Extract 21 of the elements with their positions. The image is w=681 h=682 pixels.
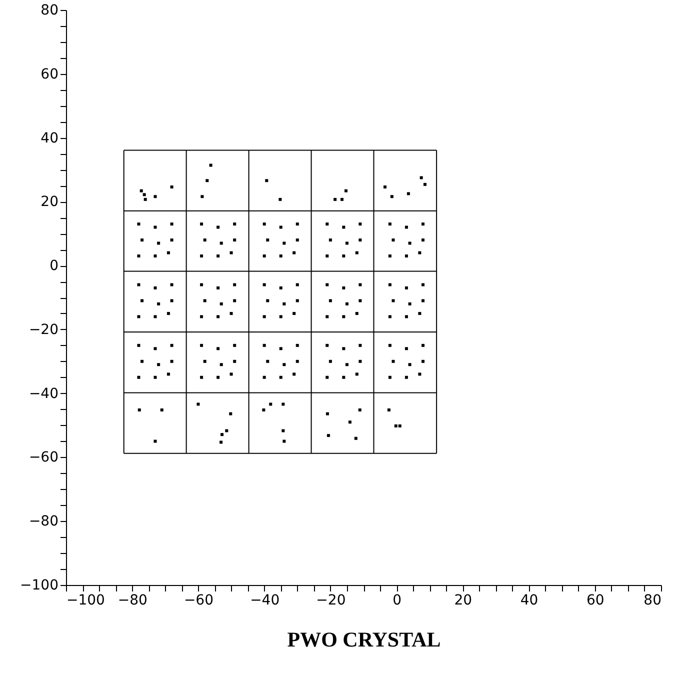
y-tick-label: 20 xyxy=(40,194,58,210)
y-tick-label: −80 xyxy=(28,514,58,530)
x-tick-label: 0 xyxy=(392,592,402,608)
x-tick-label: 20 xyxy=(454,592,472,608)
x-tick-label: 60 xyxy=(586,592,604,608)
y-tick-label: 0 xyxy=(50,258,58,274)
x-tick-label: −80 xyxy=(118,592,148,608)
y-tick-label: 80 xyxy=(40,2,58,18)
y-tick-label: 60 xyxy=(40,66,58,82)
y-tick-label: −100 xyxy=(20,578,58,594)
x-tick-label: 80 xyxy=(644,592,662,608)
x-tick-label: −20 xyxy=(316,592,346,608)
x-tick-label: −100 xyxy=(66,592,105,608)
x-tick-label: −60 xyxy=(184,592,214,608)
y-tick-label: −40 xyxy=(28,386,58,402)
y-tick-label: −20 xyxy=(28,322,58,338)
x-axis-title: PWO CRYSTAL xyxy=(287,628,441,652)
x-tick-label: 40 xyxy=(520,592,538,608)
x-tick-label: −40 xyxy=(250,592,280,608)
y-tick-label: 40 xyxy=(40,130,58,146)
y-tick-label: −60 xyxy=(28,450,58,466)
